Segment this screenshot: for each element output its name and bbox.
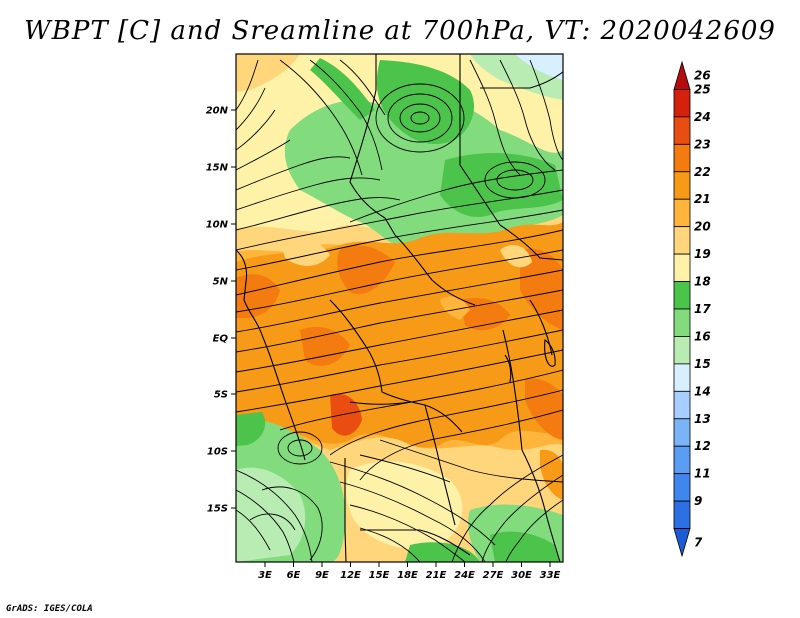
colorbar-label: 25 [694,82,711,96]
colorbar-swatch [673,500,691,529]
colorbar-cap-top [673,60,691,90]
lon-label: 18E [397,570,418,581]
colorbar-label: 21 [694,192,711,206]
colorbar-swatch [673,226,691,255]
lon-label: 27E [483,570,504,581]
lon-label: 6E [287,570,301,581]
colorbar-label: 15 [694,357,711,371]
lat-label: 5N [213,277,229,288]
colorbar-label: 9 [694,494,702,508]
colorbar-swatch [673,253,691,282]
colorbar-swatch [673,418,691,447]
grads-credit: GrADS: IGES/COLA [6,604,93,614]
colorbar-swatch [673,116,691,145]
colorbar-label: 22 [694,165,711,179]
lat-label: 15N [206,163,229,174]
colorbar-label: 16 [694,329,711,343]
lat-label: 5S [214,390,228,401]
lon-label: 24E [454,570,475,581]
colorbar-label: 7 [694,535,703,549]
lon-label: 21E [426,570,447,581]
lat-label: 10N [206,220,229,231]
colorbar-label: 24 [694,110,711,124]
colorbar-label: 17 [694,302,711,316]
lat-label: EQ [213,334,229,345]
colorbar-swatch [673,445,691,475]
colorbar-label: 14 [694,384,711,398]
country-borders [236,54,563,562]
colorbar-swatch [673,308,691,337]
map-title: WBPT [C] and Sreamline at 700hPa, VT: 20… [24,16,776,46]
colorbar-swatch [673,281,691,310]
lon-label: 3E [258,570,272,581]
colorbar-swatch [673,336,691,365]
streamlines [236,59,563,562]
colorbar-label: 11 [694,467,711,481]
lat-label: 10S [207,447,228,458]
lon-label: 30E [511,570,532,581]
colorbar-label: 20 [694,220,711,234]
colorbar-swatch [673,363,691,392]
colorbar-label: 12 [694,439,711,453]
map-frame [235,53,564,563]
wbpt-shading [236,54,563,562]
colorbar-label: 18 [694,275,711,289]
lat-label: 20N [206,106,229,117]
lon-label: 15E [369,570,390,581]
colorbar-cap-bottom [673,528,691,558]
colorbar-swatch [673,198,691,228]
longitude-ticks [264,562,551,567]
colorbar-swatch [673,89,691,118]
colorbar-swatch [673,473,691,502]
colorbar-swatch [673,390,691,420]
lon-label: 12E [340,570,361,581]
colorbar-label: 19 [694,247,711,261]
colorbar [673,60,691,558]
colorbar-label: 26 [694,69,711,83]
colorbar-swatch [673,171,691,200]
lon-label: 9E [315,570,329,581]
lat-label: 15S [207,504,228,515]
lon-label: 33E [540,570,561,581]
colorbar-label: 13 [694,412,711,426]
colorbar-label: 23 [694,137,711,151]
latitude-ticks [231,109,236,509]
colorbar-swatch [673,143,691,173]
